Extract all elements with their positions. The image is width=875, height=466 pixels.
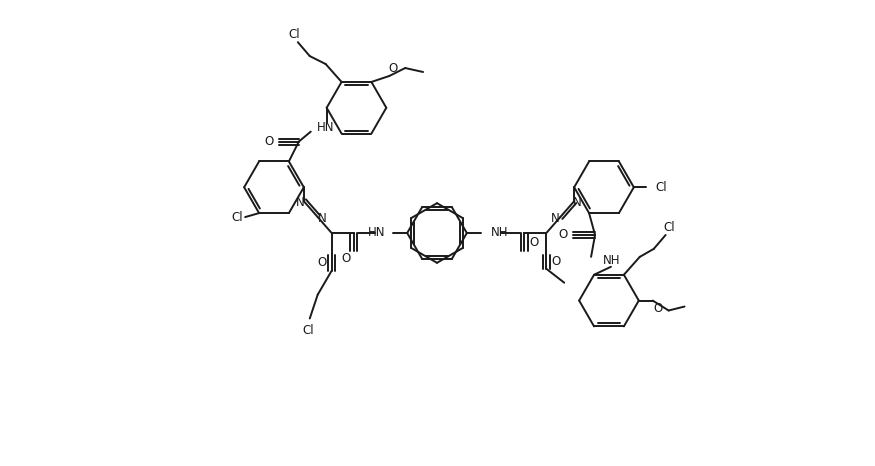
Text: N: N [551,212,560,225]
Text: Cl: Cl [302,324,313,337]
Text: NH: NH [491,226,508,240]
Text: Cl: Cl [288,28,299,41]
Text: O: O [388,62,398,75]
Text: HN: HN [317,121,334,134]
Text: N: N [318,212,327,225]
Text: NH: NH [603,254,620,267]
Text: N: N [573,196,582,209]
Text: Cl: Cl [664,220,676,233]
Text: O: O [558,228,568,241]
Text: O: O [529,236,539,249]
Text: O: O [264,135,274,148]
Text: O: O [341,253,350,265]
Text: O: O [551,255,561,268]
Text: O: O [653,302,662,315]
Text: Cl: Cl [231,211,243,224]
Text: HN: HN [368,226,385,240]
Text: N: N [296,196,304,209]
Text: O: O [317,256,326,269]
Text: Cl: Cl [655,181,668,194]
